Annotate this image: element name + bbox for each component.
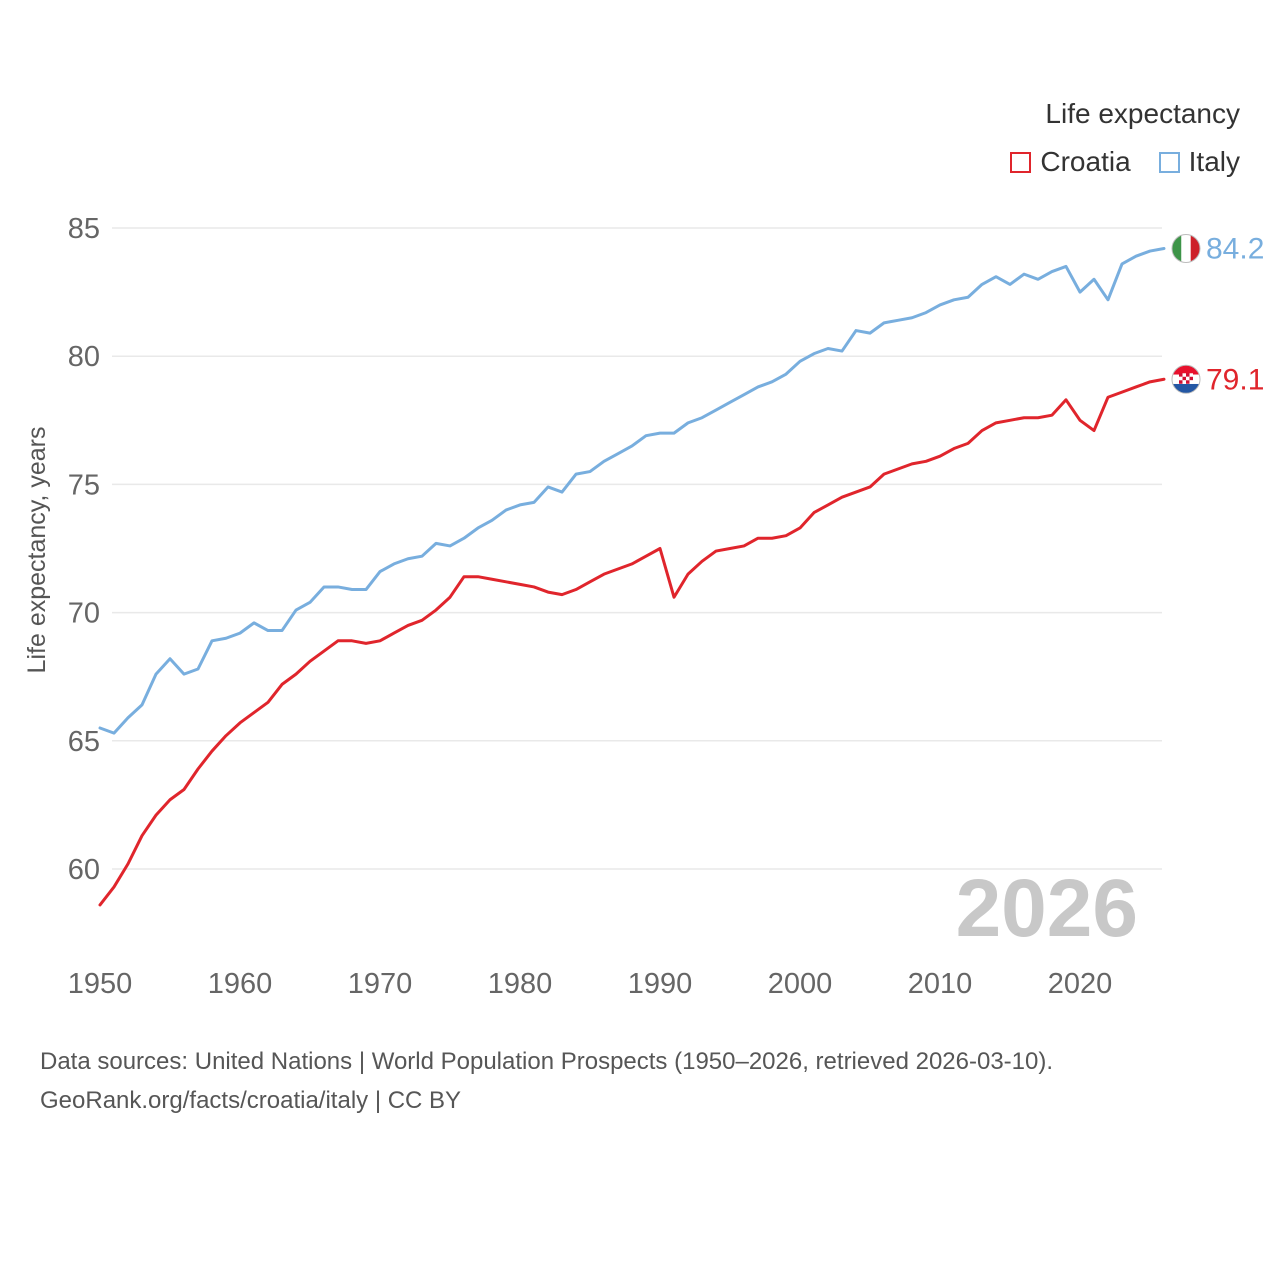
croatia-line[interactable] bbox=[98, 377, 1166, 907]
legend: Life expectancy Croatia Italy bbox=[1010, 98, 1240, 178]
croatia-end-value: 79.1 bbox=[1206, 363, 1264, 396]
watermark-year: 2026 bbox=[956, 863, 1138, 954]
legend-item-croatia[interactable]: Croatia bbox=[1010, 146, 1131, 178]
data-source-line: Data sources: United Nations | World Pop… bbox=[40, 1048, 1054, 1075]
y-tick-label: 85 bbox=[68, 213, 100, 245]
x-tick-label: 1950 bbox=[68, 968, 133, 1000]
legend-item-italy[interactable]: Italy bbox=[1158, 146, 1240, 178]
y-tick-label: 80 bbox=[68, 341, 100, 373]
italy-swatch-icon bbox=[1158, 151, 1180, 173]
y-tick-label: 75 bbox=[68, 469, 100, 501]
x-tick-label: 1980 bbox=[488, 968, 553, 1000]
line-chart: 60 65 70 75 80 85 1950 1960 1970 1980 1990 2000 2010… bbox=[23, 213, 1264, 1000]
italy-line[interactable] bbox=[98, 247, 1166, 735]
x-tick-label: 2010 bbox=[908, 968, 973, 1000]
croatia-swatch-icon bbox=[1010, 151, 1032, 173]
x-tick-label: 2000 bbox=[768, 968, 833, 1000]
attribution-line[interactable]: GeoRank.org/facts/croatia/italy | CC BY bbox=[40, 1087, 462, 1114]
y-tick-label: 65 bbox=[68, 726, 100, 758]
x-tick-label: 1960 bbox=[208, 968, 273, 1000]
y-axis-title: Life expectancy, years bbox=[23, 427, 51, 674]
italy-flag-icon bbox=[1171, 234, 1201, 264]
legend-label-italy: Italy bbox=[1188, 146, 1240, 177]
y-tick-label: 60 bbox=[68, 854, 100, 886]
legend-label-croatia: Croatia bbox=[1040, 146, 1131, 177]
legend-title: Life expectancy bbox=[1045, 98, 1240, 129]
x-tick-label: 1970 bbox=[348, 968, 413, 1000]
footer: Data sources: United Nations | World Pop… bbox=[40, 1042, 1053, 1120]
x-tick-label: 2020 bbox=[1048, 968, 1113, 1000]
y-tick-label: 70 bbox=[68, 598, 100, 630]
italy-end-value: 84.2 bbox=[1206, 233, 1264, 266]
croatia-flag-icon bbox=[1171, 364, 1201, 394]
legend-items: Croatia Italy bbox=[1010, 146, 1240, 178]
x-tick-label: 1990 bbox=[628, 968, 693, 1000]
